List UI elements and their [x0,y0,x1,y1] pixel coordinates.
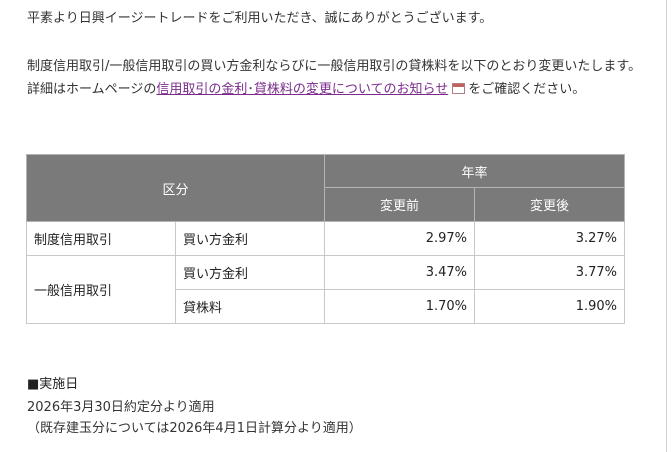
table-row: 制度信用取引 買い方金利 2.97% 3.27% [26,221,626,256]
row-rate-before: 3.47% [324,255,476,290]
row-category: 一般信用取引 [26,255,176,324]
greeting-text: 平素より日興イージートレードをご利用いただき、誠にありがとうございます。 [27,11,493,26]
row-item: 貸株料 [174,289,326,324]
header-before-change: 変更前 [324,187,476,222]
row-rate-after: 3.77% [474,255,626,290]
effective-date-title: ■実施日 [27,377,79,392]
row-rate-after: 3.27% [474,221,626,256]
effective-date-line: 2026年3月30日約定分より適用 [27,400,215,415]
row-rate-after: 1.90% [474,289,626,324]
notice-link[interactable]: 信用取引の金利･貸株料の変更についてのお知らせ [156,82,449,97]
rate-table: 区分 年率 変更前 変更後 制度信用取引 買い方金利 2.97% 3.27% 一… [25,154,626,324]
row-item: 買い方金利 [174,221,326,256]
header-annual-rate: 年率 [324,154,626,188]
external-window-icon[interactable] [452,83,466,94]
notice-paragraph: 制度信用取引/一般信用取引の買い方金利ならびに一般信用取引の貸株料を以下のとおり… [27,55,645,101]
row-rate-before: 2.97% [324,221,476,256]
table-row: 貸株料 1.70% 1.90% [27,289,626,324]
effective-date-note: （既存建玉分については2026年4月1日計算分より適用） [27,421,362,436]
row-category: 制度信用取引 [26,221,176,256]
header-after-change: 変更後 [474,187,626,222]
notice-text-after-link: をご確認ください。 [468,82,586,97]
right-border-line [666,0,667,452]
table-row: 一般信用取引 買い方金利 3.47% 3.77% [26,255,626,324]
row-item: 買い方金利 [174,255,326,290]
notice-text-before-link: 制度信用取引/一般信用取引の買い方金利ならびに一般信用取引の貸株料を以下のとおり… [27,59,642,97]
row-rate-before: 1.70% [324,289,476,324]
header-category: 区分 [25,154,326,222]
